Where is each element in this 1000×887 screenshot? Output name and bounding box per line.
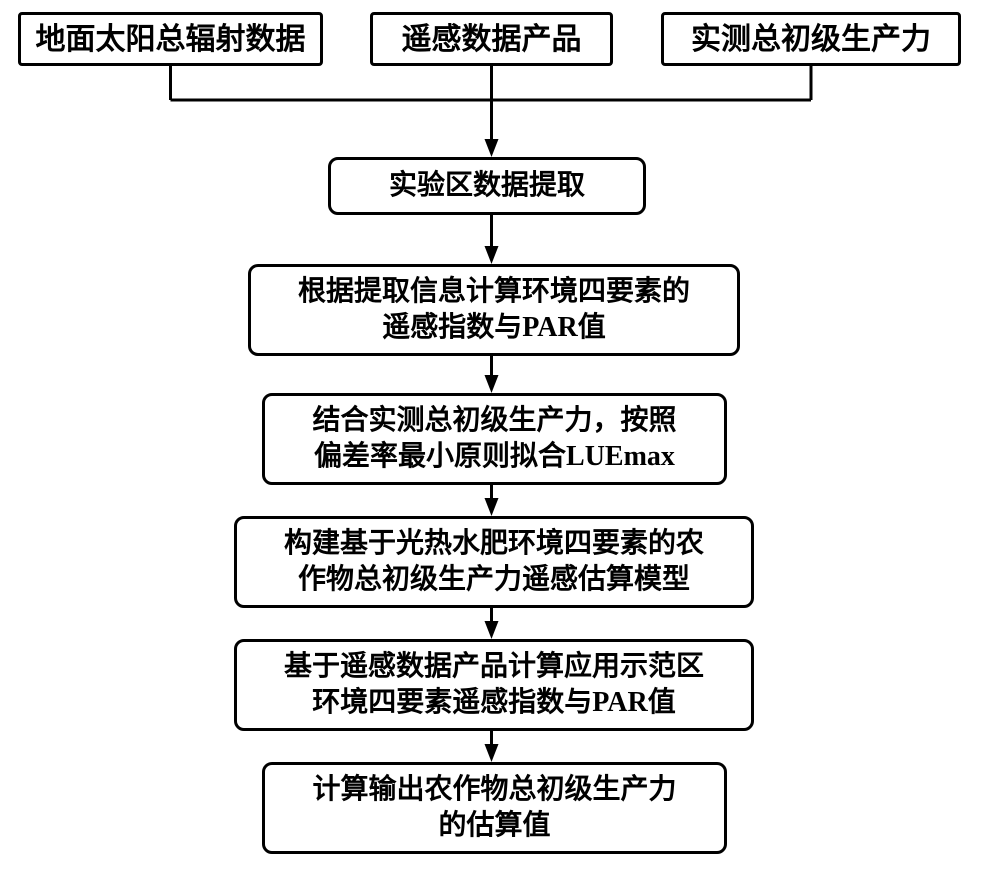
label: 根据提取信息计算环境四要素的 遥感指数与PAR值	[298, 274, 690, 347]
input-box-solar-radiation: 地面太阳总辐射数据	[18, 12, 323, 66]
label: 遥感数据产品	[402, 20, 582, 59]
label: 构建基于光热水肥环境四要素的农 作物总初级生产力遥感估算模型	[284, 526, 704, 599]
step-calc-indices-par: 根据提取信息计算环境四要素的 遥感指数与PAR值	[248, 264, 740, 356]
label: 计算输出农作物总初级生产力 的估算值	[312, 772, 676, 845]
step-calc-demo-area: 基于遥感数据产品计算应用示范区 环境四要素遥感指数与PAR值	[234, 639, 754, 731]
label: 基于遥感数据产品计算应用示范区 环境四要素遥感指数与PAR值	[284, 649, 704, 722]
label: 地面太阳总辐射数据	[36, 20, 306, 59]
step-output-gpp: 计算输出农作物总初级生产力 的估算值	[262, 762, 727, 854]
step-fit-luemax: 结合实测总初级生产力，按照 偏差率最小原则拟合LUEmax	[262, 393, 727, 485]
label: 实验区数据提取	[389, 168, 585, 204]
label: 结合实测总初级生产力，按照 偏差率最小原则拟合LUEmax	[312, 403, 676, 476]
input-box-remote-sensing: 遥感数据产品	[370, 12, 613, 66]
step-extract-data: 实验区数据提取	[328, 157, 646, 215]
input-box-measured-gpp: 实测总初级生产力	[661, 12, 961, 66]
flowchart-canvas: 地面太阳总辐射数据 遥感数据产品 实测总初级生产力 实验区数据提取 根据提取信息…	[0, 0, 1000, 887]
label: 实测总初级生产力	[691, 20, 931, 59]
step-build-model: 构建基于光热水肥环境四要素的农 作物总初级生产力遥感估算模型	[234, 516, 754, 608]
